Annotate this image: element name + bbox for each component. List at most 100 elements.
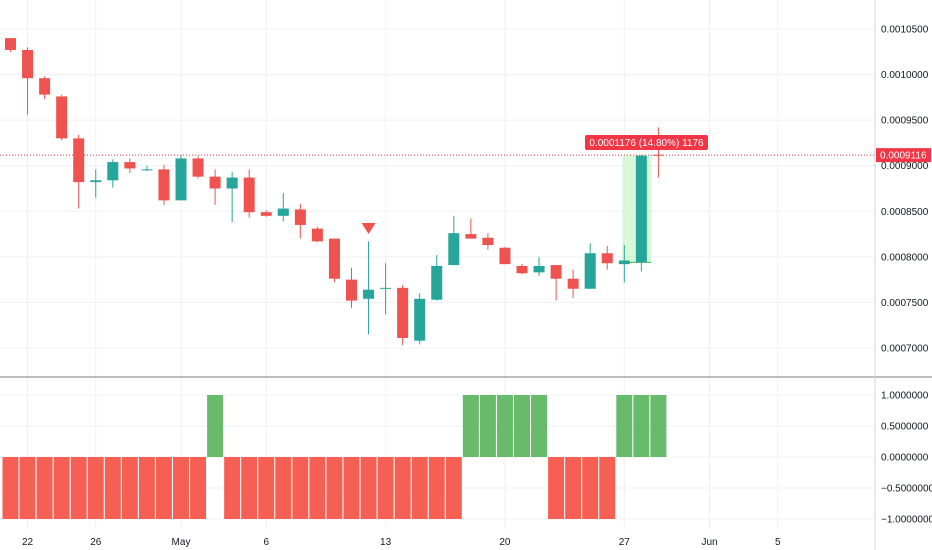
candle-body — [397, 287, 409, 338]
histo-bar-up — [462, 395, 479, 457]
candle-body — [567, 278, 579, 289]
indicator-axis[interactable]: 1.0000000 0.5000000 0.0000000 −0.5000000 −1.… — [881, 391, 932, 526]
candle-down — [311, 226, 323, 243]
candle-down — [73, 134, 85, 209]
candle-body — [550, 265, 562, 279]
price-axis[interactable]: 0.00105000.00100000.00095000.00090000.00… — [881, 25, 929, 355]
signal-marker — [361, 223, 376, 234]
candle-up — [414, 293, 426, 345]
histo-bar-down — [343, 457, 360, 519]
candle-body — [192, 158, 204, 177]
candle-up — [618, 245, 630, 283]
candle-body — [346, 279, 357, 301]
histo-bar-down — [190, 457, 207, 519]
candle-body — [294, 209, 306, 225]
price-tick-label: 0.0010500 — [881, 25, 929, 36]
candle-body — [328, 238, 340, 279]
candle-body — [39, 78, 51, 95]
histo-bar-up — [496, 395, 513, 457]
time-tick-label: 27 — [619, 537, 631, 548]
candle-down — [516, 264, 528, 275]
histo-bar-down — [173, 457, 189, 519]
histo-bar-up — [633, 395, 650, 457]
histo-bar-down — [155, 457, 172, 519]
price-tick-label: 0.0009000 — [881, 161, 929, 172]
candle-up — [380, 263, 392, 315]
histo-bar-up — [479, 395, 496, 457]
time-tick-label: 13 — [380, 537, 392, 548]
histo-bar-down — [309, 457, 326, 519]
time-axis[interactable]: 22 26 May 6 13 20 27 Jun 5 — [22, 537, 781, 548]
candle-down — [465, 218, 477, 239]
histo-bar-down — [360, 457, 377, 519]
candle-down — [5, 38, 16, 52]
price-tick-label: 0.0009500 — [881, 116, 929, 127]
candle-body — [652, 154, 664, 156]
candle-up — [431, 255, 443, 301]
candle-body — [73, 138, 85, 183]
candle-down — [601, 245, 613, 270]
histo-bar-down — [275, 457, 292, 519]
sell-signal-triangle — [361, 223, 376, 234]
candle-body — [380, 287, 392, 289]
grid-lines — [0, 0, 875, 530]
histo-bar-down — [394, 457, 411, 519]
candle-down — [39, 76, 51, 100]
candle-body — [209, 176, 221, 189]
candle-body — [124, 162, 136, 169]
histo-bar-up — [531, 395, 548, 457]
measure-tooltip: 0.0001176 (14.80%) 1176 — [585, 135, 708, 150]
candle-body — [260, 212, 272, 216]
last-price-bg — [876, 148, 931, 163]
candle-body — [601, 253, 613, 264]
last-price-text: 0.0009116 — [880, 151, 927, 162]
candle-down — [209, 169, 221, 205]
candle-body — [584, 253, 596, 289]
histo-bar-down — [326, 457, 343, 519]
histo-bar-down — [70, 457, 87, 519]
candle-down — [192, 156, 204, 179]
candle-body — [635, 155, 647, 263]
candle-body — [431, 265, 443, 300]
candle-body — [107, 162, 119, 181]
histo-bar-up — [650, 395, 667, 457]
time-tick-label: 20 — [499, 537, 511, 548]
price-tick-label: 0.0007500 — [881, 298, 929, 309]
candle-down — [260, 210, 272, 217]
candlestick-series — [5, 38, 664, 346]
candle-body — [311, 228, 323, 242]
histo-bar-down — [411, 457, 428, 519]
candle-up — [107, 159, 119, 188]
candle-body — [226, 177, 238, 189]
histo-bar-up — [616, 395, 633, 457]
price-tick-label: 0.0008000 — [881, 252, 929, 263]
histo-bar-down — [292, 457, 309, 519]
histo-bar-down — [565, 457, 582, 519]
histo-bar-down — [582, 457, 599, 519]
price-tick-label: 0.0007000 — [881, 344, 929, 355]
time-tick-label: 22 — [22, 537, 34, 548]
candle-body — [414, 298, 426, 341]
time-tick-label: 26 — [90, 537, 102, 548]
time-tick-label: Jun — [701, 537, 717, 548]
candle-body — [175, 158, 187, 201]
candle-up — [226, 172, 238, 223]
histo-bar-down — [53, 457, 70, 519]
indicator-tick-label: 0.5000000 — [881, 422, 929, 433]
last-price-label: 0.0009116 — [876, 148, 931, 163]
candle-body — [22, 49, 34, 79]
candle-body — [56, 96, 68, 139]
candle-body — [448, 233, 460, 266]
histogram-series — [2, 395, 667, 519]
candle-down — [567, 269, 579, 298]
candle-down — [243, 169, 255, 218]
measure-label-bg — [585, 135, 708, 150]
price-tick-label: 0.0010000 — [881, 70, 929, 81]
histo-bar-down — [445, 457, 462, 519]
histo-bar-up — [514, 395, 530, 457]
candle-down — [397, 285, 409, 346]
candle-up — [141, 165, 153, 172]
candle-down — [482, 233, 494, 250]
candle-body — [141, 169, 153, 171]
